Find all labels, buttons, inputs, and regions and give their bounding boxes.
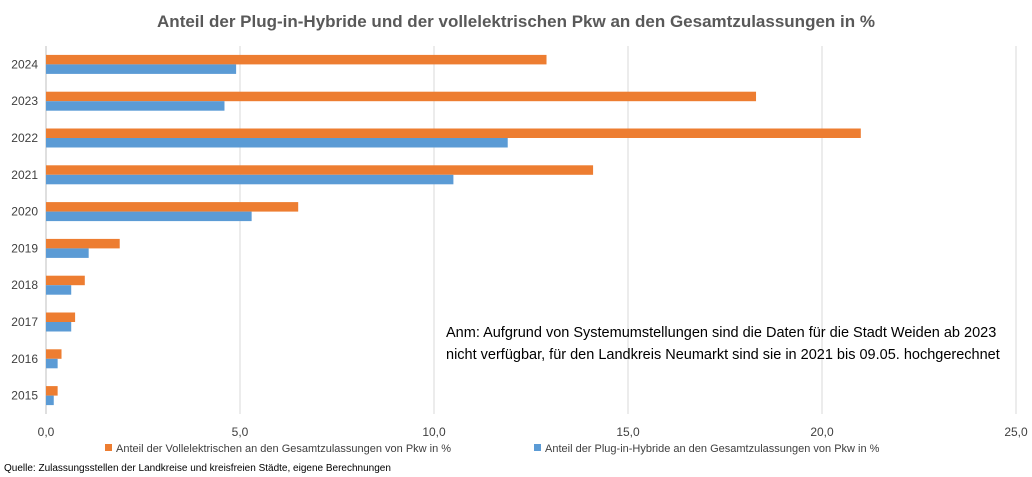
y-tick-label-2020: 2020 xyxy=(11,205,38,219)
x-tick-label-1: 5,0 xyxy=(232,425,249,439)
bar-vollelektrisch-2021 xyxy=(46,165,594,175)
bar-vollelektrisch-2017 xyxy=(46,312,76,322)
bars xyxy=(46,54,861,406)
y-tick-label-2024: 2024 xyxy=(11,57,38,71)
bar-plugin-hybrid-2019 xyxy=(46,248,89,258)
x-tick-label-0: 0,0 xyxy=(38,425,55,439)
x-tick-label-3: 15,0 xyxy=(616,425,640,439)
bar-vollelektrisch-2018 xyxy=(46,275,85,286)
bar-plugin-hybrid-2020 xyxy=(46,211,252,222)
bar-vollelektrisch-2023 xyxy=(46,91,757,102)
legend-swatch-0 xyxy=(105,444,112,451)
x-axis-labels: 0,0 5,0 10,0 15,0 20,0 25,0 xyxy=(38,425,1028,439)
bar-vollelektrisch-2015 xyxy=(46,386,58,396)
chart-title: Anteil der Plug-in-Hybride und der volle… xyxy=(157,12,875,31)
bar-vollelektrisch-2024 xyxy=(46,54,547,65)
y-axis-labels: 2015 2016 2017 2018 2019 2020 2021 2022 2023 2024 xyxy=(11,57,38,402)
y-tick-label-2023: 2023 xyxy=(11,94,38,108)
bar-plugin-hybrid-2018 xyxy=(46,285,72,295)
y-tick-label-2021: 2021 xyxy=(11,168,38,182)
legend-label-1: Anteil der Plug-in-Hybride an den Gesamt… xyxy=(545,443,880,455)
bar-vollelektrisch-2020 xyxy=(46,202,299,212)
bar-vollelektrisch-2022 xyxy=(46,128,861,138)
y-tick-label-2022: 2022 xyxy=(11,131,38,145)
legend: Anteil der Vollelektrischen an den Gesam… xyxy=(105,443,880,455)
bar-plugin-hybrid-2022 xyxy=(46,138,508,148)
legend-swatch-1 xyxy=(534,444,541,451)
y-tick-label-2016: 2016 xyxy=(11,352,38,366)
y-tick-label-2015: 2015 xyxy=(11,389,38,403)
bar-plugin-hybrid-2021 xyxy=(46,174,454,185)
annotation-line-2: nicht verfügbar, für den Landkreis Neuma… xyxy=(446,347,1000,363)
y-tick-label-2017: 2017 xyxy=(11,315,38,329)
x-tick-label-2: 10,0 xyxy=(422,425,446,439)
x-tick-label-5: 25,0 xyxy=(1004,425,1028,439)
y-tick-label-2018: 2018 xyxy=(11,278,38,292)
y-tick-label-2019: 2019 xyxy=(11,241,38,255)
bar-plugin-hybrid-2016 xyxy=(46,358,58,369)
x-tick-label-4: 20,0 xyxy=(810,425,834,439)
legend-label-0: Anteil der Vollelektrischen an den Gesam… xyxy=(116,443,451,455)
source-note: Quelle: Zulassungsstellen der Landkreise… xyxy=(4,463,391,474)
annotation: Anm: Aufgrund von Systemumstellungen sin… xyxy=(446,325,1000,363)
annotation-line-1: Anm: Aufgrund von Systemumstellungen sin… xyxy=(446,325,996,341)
bar-plugin-hybrid-2017 xyxy=(46,322,72,332)
bar-plugin-hybrid-2015 xyxy=(46,395,54,406)
bar-plugin-hybrid-2023 xyxy=(46,101,225,111)
bar-vollelektrisch-2016 xyxy=(46,349,62,359)
bar-plugin-hybrid-2024 xyxy=(46,64,237,74)
bar-vollelektrisch-2019 xyxy=(46,238,120,249)
